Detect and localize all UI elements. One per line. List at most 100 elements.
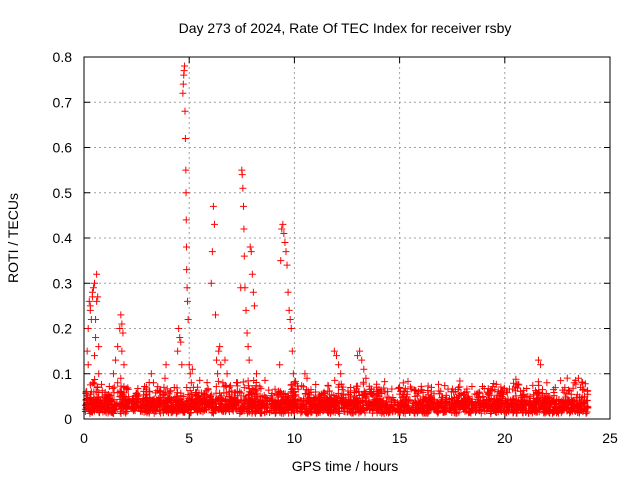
background-point [186, 387, 194, 395]
data-point [247, 248, 255, 256]
background-point [368, 385, 376, 393]
background-point [240, 384, 248, 392]
background-point [402, 396, 410, 404]
background-point [316, 397, 324, 405]
background-point [171, 393, 179, 401]
background-point [424, 402, 432, 410]
background-point [233, 398, 241, 406]
background-point [127, 405, 135, 413]
data-point [160, 383, 168, 391]
data-point [242, 306, 250, 314]
background-point [343, 400, 351, 408]
data-point [216, 343, 224, 351]
background-point [387, 401, 395, 409]
background-point [487, 386, 495, 394]
background-point [487, 410, 495, 418]
background-point [338, 399, 346, 407]
background-point [273, 404, 281, 412]
data-point [288, 347, 296, 355]
data-point [217, 361, 225, 369]
background-point [257, 409, 265, 417]
data-point [208, 248, 216, 256]
background-point [150, 404, 158, 412]
y-tick-label: 0 [64, 411, 72, 427]
background-point [92, 400, 100, 408]
background-point [569, 400, 577, 408]
data-point [182, 166, 190, 174]
data-point [181, 62, 189, 70]
background-point [354, 398, 362, 406]
background-point [460, 397, 468, 405]
chart-title: Day 273 of 2024, Rate Of TEC Index for r… [179, 20, 512, 36]
background-point [250, 376, 258, 384]
x-tick-label: 20 [497, 430, 513, 446]
x-tick-label: 25 [602, 430, 618, 446]
background-point [231, 402, 239, 410]
background-point [497, 388, 505, 396]
background-point [385, 394, 393, 402]
background-point [566, 387, 574, 395]
background-point [318, 402, 326, 410]
background-point [437, 399, 445, 407]
data-point [185, 361, 193, 369]
background-point [510, 379, 518, 387]
data-point [223, 370, 231, 378]
background-point [331, 376, 339, 384]
background-point [256, 383, 264, 391]
background-point [205, 404, 213, 412]
background-point [511, 383, 519, 391]
data-point [279, 220, 287, 228]
background-point [193, 403, 201, 411]
background-point [368, 404, 376, 412]
background-point [185, 402, 193, 410]
background-point [449, 396, 457, 404]
background-point [540, 405, 548, 413]
background-point [374, 407, 382, 415]
background-point [380, 384, 388, 392]
background-point [104, 399, 112, 407]
background-point [581, 380, 589, 388]
background-point [352, 385, 360, 393]
background-point [165, 390, 173, 398]
background-point [447, 405, 455, 413]
background-point [176, 397, 184, 405]
background-point [442, 391, 450, 399]
background-point [272, 401, 280, 409]
background-point [105, 407, 113, 415]
background-point [534, 388, 542, 396]
background-point [123, 396, 131, 404]
background-point [174, 389, 182, 397]
background-point [441, 396, 449, 404]
data-point [147, 370, 155, 378]
background-point [154, 383, 162, 391]
background-point [153, 398, 161, 406]
background-point [254, 406, 262, 414]
background-point [215, 406, 223, 414]
background-point [450, 409, 458, 417]
data-point [162, 361, 170, 369]
background-point [391, 398, 399, 406]
data-point [281, 239, 289, 247]
background-point [584, 403, 592, 411]
background-point [145, 378, 153, 386]
background-point [540, 402, 548, 410]
x-tick-label: 10 [287, 430, 303, 446]
background-point [330, 395, 338, 403]
data-point [534, 356, 542, 364]
background-point [394, 407, 402, 415]
background-point [237, 408, 245, 416]
data-point [183, 266, 191, 274]
data-point [118, 320, 126, 328]
background-point [385, 409, 393, 417]
background-point [445, 400, 453, 408]
background-point [302, 398, 310, 406]
background-point [435, 390, 443, 398]
background-point [347, 384, 355, 392]
background-point [396, 402, 404, 410]
data-point [282, 248, 290, 256]
background-point [578, 378, 586, 386]
background-point [414, 388, 422, 396]
background-point [140, 397, 148, 405]
background-point [395, 408, 403, 416]
background-point [217, 398, 225, 406]
